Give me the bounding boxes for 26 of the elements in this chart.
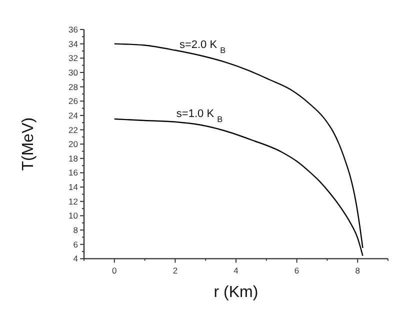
y-tick-label: 30 bbox=[68, 67, 78, 78]
x-tick-label: 4 bbox=[234, 266, 239, 276]
y-tick-label: 34 bbox=[68, 38, 78, 49]
y-tick-label: 28 bbox=[68, 82, 78, 92]
y-tick-label: 4 bbox=[73, 254, 78, 264]
series-label: s=2.0 K $_{B}$ bbox=[179, 39, 226, 54]
y-tick-label: 36 bbox=[68, 24, 78, 34]
y-axis-title: T(MeV) bbox=[20, 117, 37, 171]
y-tick-label: 10 bbox=[68, 210, 78, 221]
series-label: s=1.0 K $_{B}$ bbox=[176, 108, 224, 124]
x-tick-label: 6 bbox=[294, 266, 300, 276]
x-tick-label: 8 bbox=[355, 266, 360, 276]
y-tick-label: 16 bbox=[68, 168, 78, 178]
y-tick-label: 20 bbox=[68, 139, 78, 150]
y-tick-label: 26 bbox=[68, 96, 78, 106]
y-tick-label: 18 bbox=[68, 153, 78, 164]
y-tick-label: 12 bbox=[68, 196, 78, 206]
x-axis-title: r (Km) bbox=[214, 284, 258, 301]
y-tick-label: 22 bbox=[68, 124, 78, 135]
y-tick-label: 8 bbox=[73, 225, 78, 236]
x-tick-label: 0 bbox=[112, 266, 118, 276]
x-tick-label: 2 bbox=[172, 266, 178, 276]
y-tick-label: 24 bbox=[68, 110, 78, 120]
y-tick-label: 6 bbox=[73, 239, 78, 250]
y-tick-label: 32 bbox=[68, 53, 78, 64]
y-tick-label: 14 bbox=[68, 182, 78, 192]
